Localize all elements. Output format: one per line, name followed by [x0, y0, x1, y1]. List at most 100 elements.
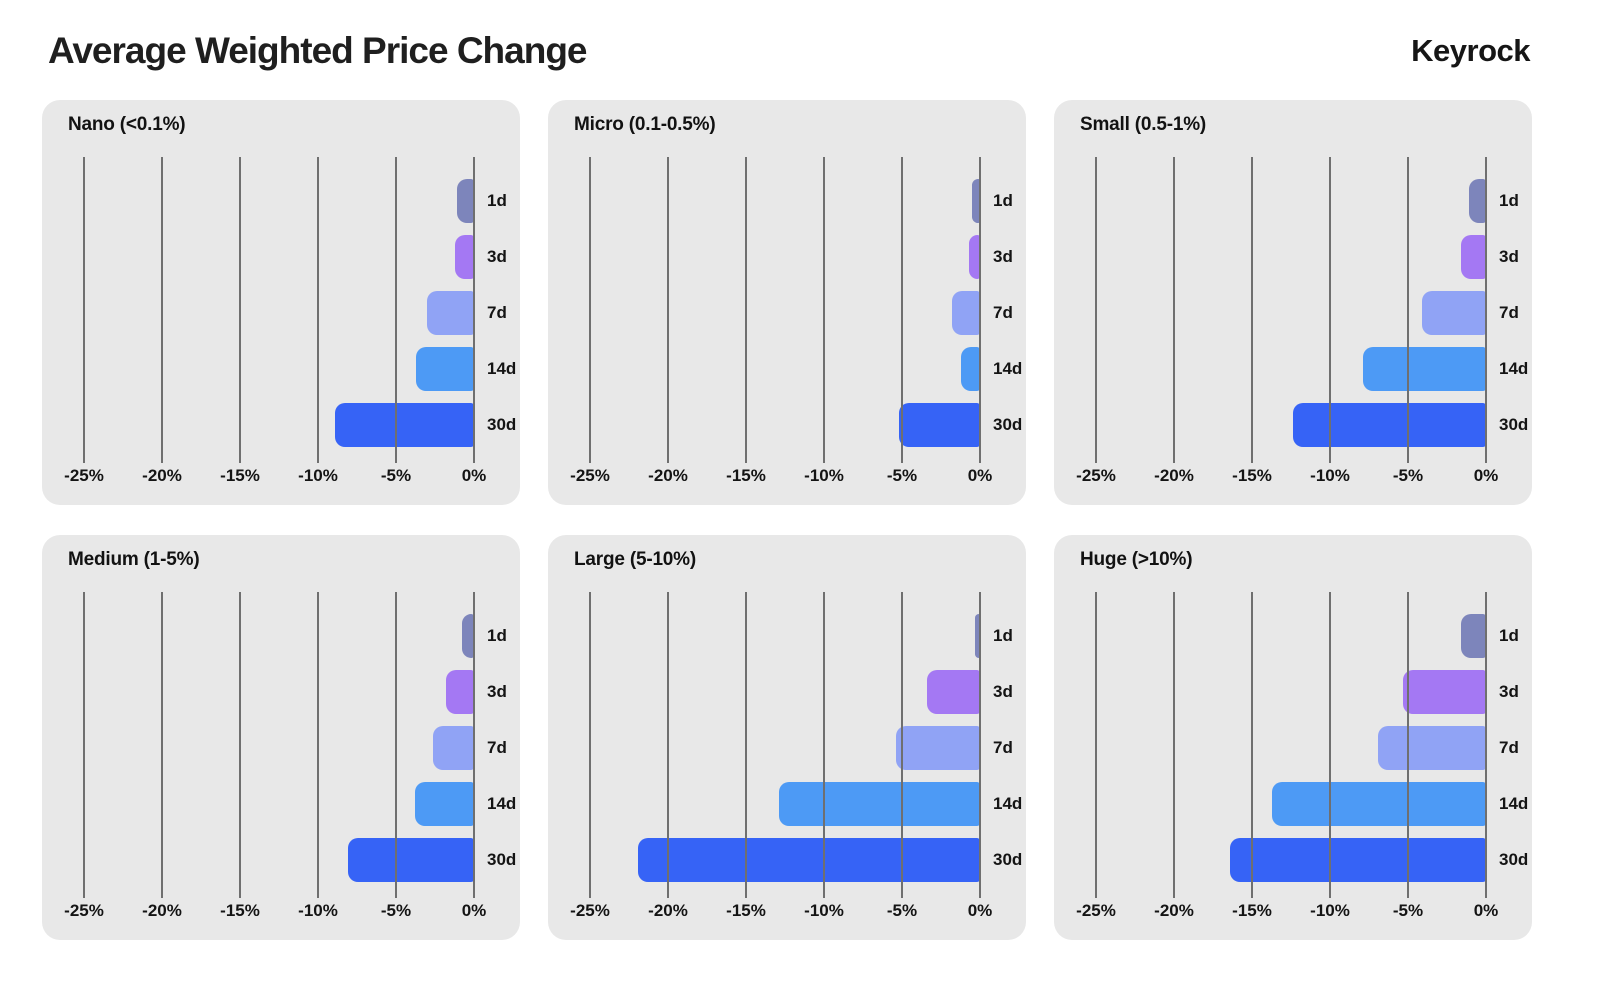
bar-30d: [638, 838, 980, 882]
bar-3d: [1403, 670, 1486, 714]
panel-nano: Nano (<0.1%) 1d 3d 7d 14d 30d -25% -20% -15% -10…: [42, 100, 520, 505]
x-tick--15%: -15%: [726, 466, 766, 485]
chart-grid: Nano (<0.1%) 1d 3d 7d 14d 30d -25% -20% -15% -10…: [42, 100, 1532, 940]
bar-1d: [1468, 179, 1486, 223]
bar-3d: [445, 670, 474, 714]
x-tick--15%: -15%: [220, 466, 260, 485]
x-tick--20%: -20%: [142, 466, 182, 485]
bar-1d: [461, 614, 474, 658]
bar-chart-medium: 1d 3d 7d 14d 30d -25% -20% -15% -10% -5% 0%: [42, 535, 520, 940]
gridline--25%: [589, 592, 591, 898]
gridline--15%: [745, 592, 747, 898]
bar-7d: [433, 726, 474, 770]
panel-title-large: Large (5-10%): [574, 549, 696, 570]
gridline--20%: [1173, 157, 1175, 463]
gridline--20%: [161, 157, 163, 463]
bar-14d: [414, 782, 474, 826]
panel-medium: Medium (1-5%) 1d 3d 7d 14d 30d -25% -20% -15% -1…: [42, 535, 520, 940]
bar-label-3d: 3d: [487, 682, 507, 701]
bar-label-7d: 7d: [1499, 738, 1519, 757]
x-tick--5%: -5%: [380, 901, 412, 920]
gridline--20%: [667, 592, 669, 898]
gridline--10%: [1329, 157, 1331, 463]
x-tick-0%: 0%: [1473, 901, 1499, 920]
gridline--15%: [239, 592, 241, 898]
bar-label-30d: 30d: [993, 415, 1023, 434]
bar-3d: [969, 235, 980, 279]
gridline--5%: [901, 157, 903, 463]
gridline--15%: [1251, 592, 1253, 898]
x-tick--5%: -5%: [380, 466, 412, 485]
gridline--15%: [239, 157, 241, 463]
gridline-0%: [473, 157, 475, 463]
page-title: Average Weighted Price Change: [48, 30, 588, 71]
bar-label-30d: 30d: [1499, 850, 1529, 869]
gridline--25%: [83, 592, 85, 898]
bar-3d: [455, 235, 474, 279]
bar-label-1d: 1d: [487, 191, 507, 210]
bar-label-1d: 1d: [993, 626, 1013, 645]
bar-label-7d: 7d: [487, 738, 507, 757]
bar-label-3d: 3d: [487, 247, 507, 266]
x-tick-0%: 0%: [967, 466, 993, 485]
panel-huge: Huge (>10%) 1d 3d 7d 14d 30d -25% -20% -15% -10%…: [1054, 535, 1532, 940]
gridline--10%: [317, 592, 319, 898]
x-tick--25%: -25%: [64, 901, 104, 920]
x-tick--10%: -10%: [1310, 466, 1350, 485]
gridline--25%: [1095, 592, 1097, 898]
bar-label-14d: 14d: [993, 359, 1023, 378]
gridline--10%: [1329, 592, 1331, 898]
x-tick--25%: -25%: [1076, 466, 1116, 485]
x-tick--5%: -5%: [1392, 466, 1424, 485]
x-tick--15%: -15%: [726, 901, 766, 920]
page-header: Average Weighted Price Change Keyrock: [48, 30, 1530, 72]
gridline--10%: [823, 592, 825, 898]
bar-label-7d: 7d: [993, 738, 1013, 757]
bar-label-7d: 7d: [487, 303, 507, 322]
x-tick--15%: -15%: [1232, 901, 1272, 920]
bar-30d: [1292, 403, 1486, 447]
x-tick--15%: -15%: [1232, 466, 1272, 485]
gridline--5%: [395, 592, 397, 898]
gridline-0%: [473, 592, 475, 898]
panel-title-micro: Micro (0.1-0.5%): [574, 114, 716, 135]
gridline--10%: [823, 157, 825, 463]
gridline-0%: [979, 592, 981, 898]
x-tick--20%: -20%: [1154, 466, 1194, 485]
gridline--20%: [1173, 592, 1175, 898]
bar-label-1d: 1d: [487, 626, 507, 645]
gridline--25%: [83, 157, 85, 463]
bar-1d: [1461, 614, 1486, 658]
x-tick--25%: -25%: [570, 901, 610, 920]
x-tick--20%: -20%: [142, 901, 182, 920]
bar-label-7d: 7d: [993, 303, 1013, 322]
bar-30d: [1230, 838, 1486, 882]
bar-label-14d: 14d: [1499, 794, 1529, 813]
panel-micro: Micro (0.1-0.5%) 1d 3d 7d 14d 30d -25% -20% -15…: [548, 100, 1026, 505]
bar-14d: [961, 347, 980, 391]
bar-label-3d: 3d: [1499, 682, 1519, 701]
bar-14d: [778, 782, 980, 826]
gridline--5%: [1407, 592, 1409, 898]
x-tick--25%: -25%: [570, 466, 610, 485]
bar-30d: [335, 403, 474, 447]
x-tick--5%: -5%: [886, 466, 918, 485]
gridline--20%: [161, 592, 163, 898]
bar-30d: [898, 403, 980, 447]
gridline-0%: [1485, 592, 1487, 898]
bar-label-1d: 1d: [1499, 191, 1519, 210]
bar-1d: [972, 179, 980, 223]
bar-3d: [1461, 235, 1486, 279]
x-tick--5%: -5%: [886, 901, 918, 920]
keyrock-logo: Keyrock: [1411, 33, 1530, 68]
gridline--20%: [667, 157, 669, 463]
bar-14d: [1272, 782, 1486, 826]
x-tick--5%: -5%: [1392, 901, 1424, 920]
x-tick-0%: 0%: [461, 901, 487, 920]
bar-chart-small: 1d 3d 7d 14d 30d -25% -20% -15% -10% -5% 0%: [1054, 100, 1532, 505]
bar-14d: [1362, 347, 1486, 391]
bar-label-30d: 30d: [1499, 415, 1529, 434]
x-tick--15%: -15%: [220, 901, 260, 920]
x-tick--10%: -10%: [804, 466, 844, 485]
gridline--5%: [1407, 157, 1409, 463]
